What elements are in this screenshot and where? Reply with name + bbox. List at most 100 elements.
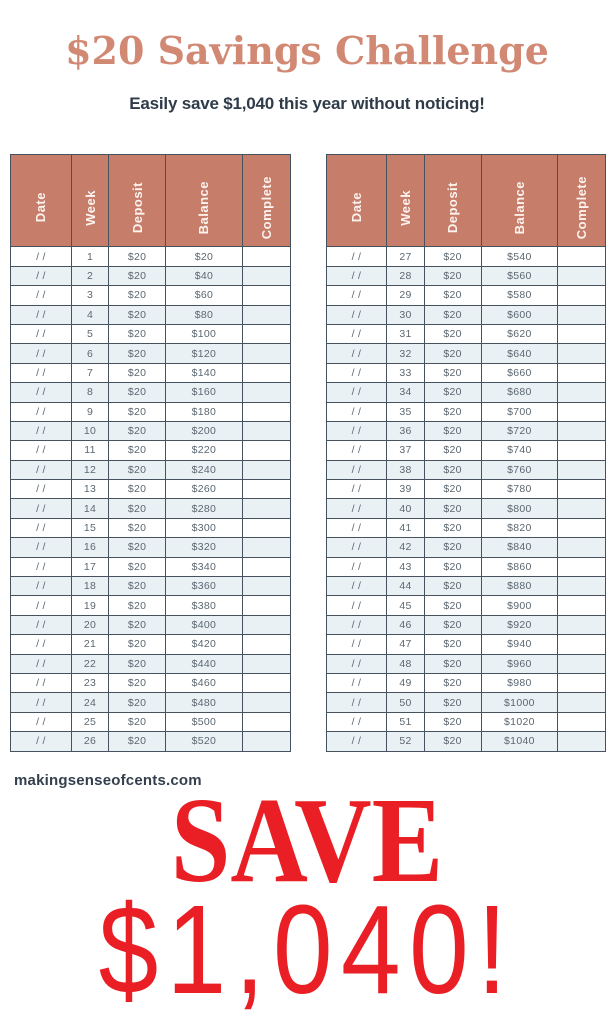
cell-balance: $200: [165, 420, 243, 442]
cell-deposit: $20: [108, 285, 167, 306]
cell-week: 32: [386, 343, 425, 364]
cell-date: / /: [325, 556, 388, 578]
cell-deposit: $20: [108, 556, 167, 578]
cell-date: / /: [10, 265, 72, 287]
cell-date: / /: [10, 517, 72, 539]
table-row-week-19: / /19 $20 $380: [10, 595, 291, 616]
cell-complete: [241, 323, 291, 345]
cell-date: / /: [10, 246, 72, 267]
cell-deposit: $20: [423, 517, 482, 539]
table-row-week-2: / /2 $20 $40: [10, 265, 291, 287]
cell-balance: $40: [165, 265, 243, 287]
cell-balance: $480: [165, 692, 243, 713]
header-row: Date Week Deposit Balance Complete: [10, 154, 291, 248]
cell-complete: [241, 692, 291, 713]
cell-week: 12: [70, 459, 110, 481]
cell-week: 4: [70, 304, 110, 325]
cell-date: / /: [325, 653, 388, 674]
cell-balance: $620: [480, 323, 559, 345]
cell-week: 30: [386, 304, 425, 325]
cell-date: / /: [325, 595, 388, 616]
cell-week: 51: [386, 711, 425, 733]
cell-date: / /: [10, 692, 72, 713]
table-row-week-18: / /18 $20 $360: [10, 576, 291, 597]
cell-date: / /: [10, 285, 72, 306]
cell-week: 28: [386, 265, 425, 287]
savings-table-weeks-1-26: Date Week Deposit Balance Complete / /1 $20 $20…: [10, 154, 291, 752]
column-header-label: Deposit: [129, 181, 145, 233]
cell-date: / /: [325, 498, 388, 519]
column-header-label: Date: [348, 192, 364, 223]
cell-week: 45: [386, 595, 425, 616]
cell-deposit: $20: [108, 459, 167, 481]
cell-week: 41: [386, 517, 425, 539]
cell-date: / /: [325, 517, 388, 539]
cell-complete: [557, 343, 606, 364]
cell-deposit: $20: [423, 498, 482, 519]
cell-balance: $100: [165, 323, 243, 345]
cell-balance: $940: [480, 634, 559, 655]
cell-balance: $440: [165, 653, 243, 674]
cell-complete: [557, 517, 606, 539]
cell-complete: [557, 711, 606, 733]
table-row-week-28: / /28 $20 $560: [325, 265, 606, 287]
cell-deposit: $20: [108, 420, 167, 442]
table-row-week-35: / /35 $20 $700: [325, 401, 606, 422]
cell-complete: [241, 304, 291, 325]
table-row-week-21: / /21 $20 $420: [10, 634, 291, 655]
cell-week: 35: [386, 401, 425, 422]
cell-deposit: $20: [423, 362, 482, 384]
cell-date: / /: [325, 343, 388, 364]
cell-complete: [557, 440, 606, 461]
cell-week: 21: [70, 634, 110, 655]
table-row-week-13: / /13 $20 $260: [10, 479, 291, 500]
cell-balance: $600: [480, 304, 559, 325]
cell-complete: [241, 595, 291, 616]
cell-balance: $60: [165, 285, 243, 306]
cell-date: / /: [10, 401, 72, 422]
cell-date: / /: [10, 614, 72, 636]
cell-complete: [557, 653, 606, 674]
cell-date: / /: [10, 420, 72, 442]
cell-balance: $120: [165, 343, 243, 364]
cell-date: / /: [325, 634, 388, 655]
cell-complete: [557, 401, 606, 422]
cell-deposit: $20: [108, 265, 167, 287]
cell-week: 33: [386, 362, 425, 384]
cell-deposit: $20: [423, 711, 482, 733]
cell-balance: $1020: [480, 711, 559, 733]
table-row-week-33: / /33 $20 $660: [325, 362, 606, 384]
cell-week: 2: [70, 265, 110, 287]
cell-complete: [241, 362, 291, 384]
table-row-week-36: / /36 $20 $720: [325, 420, 606, 442]
website-url: makingsenseofcents.com: [14, 771, 202, 789]
table-row-week-5: / /5 $20 $100: [10, 323, 291, 345]
cell-deposit: $20: [423, 304, 482, 325]
tables-container: Date Week Deposit Balance Complete / /1 $20 $20…: [10, 154, 606, 752]
column-header-balance: Balance: [480, 154, 559, 248]
cell-balance: $680: [480, 382, 559, 403]
cell-complete: [241, 537, 291, 558]
cell-deposit: $20: [423, 634, 482, 655]
cell-week: 9: [70, 401, 110, 422]
table-row-week-49: / /49 $20 $980: [325, 672, 606, 694]
table-row-week-46: / /46 $20 $920: [325, 614, 606, 636]
column-header-label: Complete: [258, 175, 274, 239]
cell-deposit: $20: [423, 556, 482, 578]
cell-deposit: $20: [423, 246, 482, 267]
table-row-week-30: / /30 $20 $600: [325, 304, 606, 325]
cell-date: / /: [325, 731, 388, 752]
cell-complete: [241, 614, 291, 636]
page-title: $20 Savings Challenge: [65, 28, 549, 73]
cell-deposit: $20: [108, 401, 167, 422]
table-row-week-43: / /43 $20 $860: [325, 556, 606, 578]
column-header-label: Balance: [511, 180, 527, 235]
table-row-week-12: / /12 $20 $240: [10, 459, 291, 481]
cell-date: / /: [325, 692, 388, 713]
cell-complete: [241, 420, 291, 442]
cell-complete: [241, 731, 291, 752]
cell-balance: $820: [480, 517, 559, 539]
save-headline: SAVE: [170, 772, 444, 908]
table-row-week-40: / /40 $20 $800: [325, 498, 606, 519]
table-row-week-14: / /14 $20 $280: [10, 498, 291, 519]
